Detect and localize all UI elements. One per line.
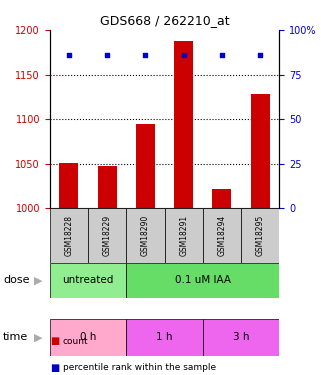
Bar [164,208,203,262]
Text: GSM18228: GSM18228 [65,215,74,256]
Bar [126,319,203,356]
Text: GSM18229: GSM18229 [103,215,112,256]
Bar [126,208,164,262]
Text: ▶: ▶ [34,333,42,342]
Text: GSM18295: GSM18295 [256,214,265,256]
Text: ■: ■ [50,336,59,346]
Point [257,52,263,58]
Text: untreated: untreated [62,275,114,285]
Bar [203,208,241,262]
Bar [212,189,231,208]
Bar [88,208,126,262]
Text: count: count [63,337,88,346]
Text: 3 h: 3 h [233,333,249,342]
Bar [98,166,117,208]
Text: dose: dose [3,275,30,285]
Bar [241,208,279,262]
Bar [203,319,279,356]
Text: time: time [3,333,29,342]
Text: percentile rank within the sample: percentile rank within the sample [63,363,216,372]
Text: GSM18294: GSM18294 [217,214,226,256]
Bar [136,124,155,208]
Text: GSM18290: GSM18290 [141,214,150,256]
Text: GSM18291: GSM18291 [179,215,188,256]
Bar [251,94,270,208]
Bar [126,262,279,298]
Bar [50,319,126,356]
Title: GDS668 / 262210_at: GDS668 / 262210_at [100,15,229,27]
Bar [59,163,78,208]
Text: ▶: ▶ [34,275,42,285]
Bar [174,41,193,208]
Bar [50,262,126,298]
Point [219,52,224,58]
Text: 0 h: 0 h [80,333,96,342]
Point [66,52,72,58]
Text: 1 h: 1 h [156,333,173,342]
Text: ■: ■ [50,363,59,372]
Bar [50,208,88,262]
Text: 0.1 uM IAA: 0.1 uM IAA [175,275,231,285]
Point [143,52,148,58]
Point [181,52,186,58]
Point [105,52,110,58]
